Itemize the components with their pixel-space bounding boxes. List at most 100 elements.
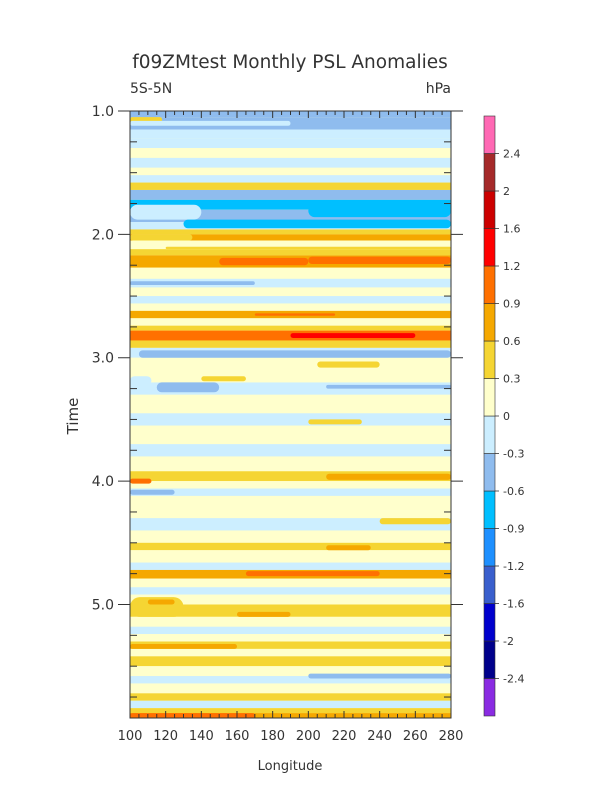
colorbar-swatch [483, 528, 496, 567]
anomaly-band [130, 471, 451, 482]
colorbar-label: -2.4 [503, 673, 524, 686]
anomaly-band [130, 175, 451, 183]
anomaly-band [130, 656, 451, 667]
anomaly-patch [308, 419, 362, 425]
y-tick-label: 1.0 [92, 104, 114, 120]
colorbar-label: 0.3 [503, 373, 521, 386]
colorbar-label: -0.6 [503, 485, 524, 498]
anomaly-band [130, 562, 451, 570]
anomaly-band [130, 148, 451, 158]
anomaly-patch [130, 643, 237, 649]
anomaly-band [130, 157, 451, 168]
y-axis-label: Time [64, 398, 82, 436]
colorbar-swatch [483, 453, 496, 492]
anomaly-band [130, 234, 451, 241]
colorbar-swatch [483, 303, 496, 342]
anomaly-band [130, 594, 451, 605]
anomaly-patch [237, 611, 291, 617]
anomaly-band [130, 530, 451, 543]
x-ticks: 100 120 140 160 180 200 220 240 260 280 [118, 111, 464, 744]
anomaly-band [130, 626, 451, 635]
anomaly-band [130, 542, 451, 551]
anomaly-patch [308, 204, 451, 218]
colorbar-label: 1.2 [503, 260, 521, 273]
anomaly-patch [245, 571, 380, 577]
anomaly-band [130, 138, 451, 149]
anomaly-band [130, 267, 451, 279]
y-ticks: 1.0 2.0 3.0 4.0 5.0 [92, 104, 463, 698]
anomaly-patch [130, 478, 152, 484]
x-axis-label: Longitude [258, 759, 323, 774]
colorbar-label: 2.4 [503, 148, 521, 161]
chart-title: f09ZMtest Monthly PSL Anomalies [132, 52, 448, 73]
anomaly-patch [130, 376, 152, 385]
anomaly-band [130, 287, 451, 297]
colorbar-label: -1.2 [503, 560, 524, 573]
anomaly-patch [130, 234, 193, 241]
anomaly-band [130, 425, 451, 445]
y-tick-label: 3.0 [92, 351, 114, 367]
anomaly-band [130, 495, 451, 519]
anomaly-band [130, 648, 451, 657]
anomaly-patch [201, 376, 246, 382]
anomaly-band [130, 182, 451, 190]
anomaly-band [130, 676, 451, 684]
colorbar-swatch [483, 640, 496, 679]
anomaly-patch [138, 350, 451, 358]
anomaly-patch [165, 246, 451, 250]
anomaly-patch [326, 545, 371, 551]
anomaly-band [130, 456, 451, 472]
anomaly-patch [183, 219, 451, 229]
x-tick-label: 260 [403, 729, 428, 744]
colorbar-label: -0.3 [503, 448, 524, 461]
colorbar-label: -2 [503, 635, 514, 648]
anomaly-band [130, 604, 451, 617]
anomaly-band [130, 700, 451, 709]
anomaly-band [130, 296, 451, 304]
anomaly-patch [308, 256, 451, 264]
anomaly-band [130, 616, 451, 627]
colorbar-swatch [483, 153, 496, 192]
y-tick-label: 5.0 [92, 597, 114, 613]
anomaly-band [130, 199, 451, 210]
colorbar-label: 0 [503, 410, 510, 423]
colorbar-label: 1.6 [503, 223, 521, 236]
colorbar-swatch [483, 415, 496, 454]
anomaly-band [130, 325, 451, 331]
anomaly-patch [308, 673, 451, 679]
anomaly-patch [156, 382, 220, 393]
anomaly-patch [130, 489, 175, 495]
colorbar-swatch [483, 678, 496, 717]
x-tick-label: 280 [439, 729, 464, 744]
anomaly-patch [147, 599, 175, 605]
x-tick-label: 100 [118, 729, 143, 744]
anomaly-band [130, 189, 451, 200]
colorbar: -2.4 -2 -1.6 -1.2 -0.9 -0.6 -0.3 0 0.3 0.6 0.9 1.2 1… [483, 115, 524, 717]
anomaly-band [130, 708, 451, 714]
anomaly-patch [290, 333, 416, 339]
anomaly-band [130, 641, 451, 649]
colorbar-label: -0.9 [503, 523, 524, 536]
anomaly-band [130, 518, 451, 531]
anomaly-band [130, 357, 451, 371]
anomaly-band [130, 229, 451, 235]
anomaly-band [130, 550, 451, 563]
colorbar-swatch [483, 565, 496, 604]
anomaly-patch [379, 518, 451, 525]
x-tick-label: 180 [260, 729, 285, 744]
anomaly-band [130, 634, 451, 642]
anomaly-band [130, 340, 451, 348]
x-tick-label: 240 [367, 729, 392, 744]
anomaly-patch [219, 257, 309, 266]
anomaly-patch [326, 473, 451, 480]
anomaly-band [130, 394, 451, 414]
anomaly-band [130, 303, 451, 311]
anomaly-band [130, 129, 451, 139]
anomaly-band [130, 249, 451, 256]
colorbar-swatch [483, 115, 496, 154]
contour-plot [129, 110, 452, 719]
anomaly-band [130, 693, 451, 701]
colorbar-swatch [483, 190, 496, 229]
colorbar-label: 0.6 [503, 335, 521, 348]
